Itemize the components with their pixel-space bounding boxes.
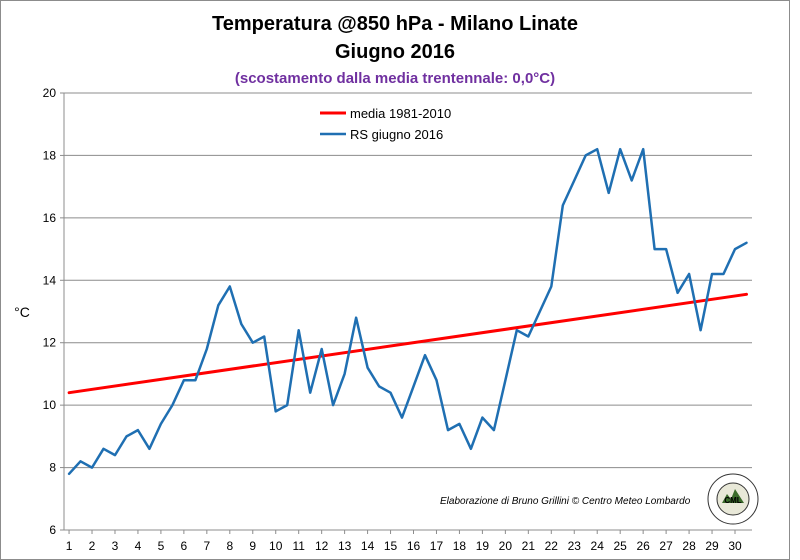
tick-label-x-14: 14 xyxy=(361,539,375,553)
tick-label-x-23: 23 xyxy=(568,539,582,553)
tick-label-x-18: 18 xyxy=(453,539,467,553)
tick-label-x-1: 1 xyxy=(66,539,73,553)
tick-label-y-20: 20 xyxy=(43,86,57,100)
tick-label-x-29: 29 xyxy=(705,539,719,553)
tick-label-y-12: 12 xyxy=(43,336,57,350)
legend-label-rs: RS giugno 2016 xyxy=(350,127,443,142)
chart-title: Temperatura @850 hPa - Milano Linate xyxy=(212,13,578,35)
tick-label-y-16: 16 xyxy=(43,211,57,225)
tick-label-x-3: 3 xyxy=(112,539,119,553)
tick-label-x-9: 9 xyxy=(249,539,256,553)
tick-label-y-10: 10 xyxy=(43,398,57,412)
tick-label-x-25: 25 xyxy=(614,539,628,553)
tick-label-y-6: 6 xyxy=(49,523,56,537)
tick-label-x-19: 19 xyxy=(476,539,490,553)
grid-layer xyxy=(64,92,752,531)
series-line-rs xyxy=(67,147,748,476)
anomaly-subtitle: (scostamento dalla media trentennale: 0,… xyxy=(234,70,556,87)
tick-label-x-17: 17 xyxy=(430,539,444,553)
tick-label-x-10: 10 xyxy=(269,539,283,553)
tick-label-x-5: 5 xyxy=(158,539,165,553)
tick-label-x-8: 8 xyxy=(226,539,233,553)
tick-label-x-15: 15 xyxy=(384,539,398,553)
legend-label-media: media 1981-2010 xyxy=(350,106,451,121)
tick-label-x-13: 13 xyxy=(338,539,352,553)
tick-label-x-20: 20 xyxy=(499,539,513,553)
tick-label-y-14: 14 xyxy=(43,273,57,287)
tick-label-x-16: 16 xyxy=(407,539,421,553)
series-line-media xyxy=(67,292,748,395)
tick-label-y-8: 8 xyxy=(49,461,56,475)
tick-label-x-6: 6 xyxy=(181,539,188,553)
tick-label-x-30: 30 xyxy=(728,539,742,553)
credit-text: Elaborazione di Bruno Grillini © Centro … xyxy=(440,496,691,507)
tick-label-x-26: 26 xyxy=(636,539,650,553)
series-layer xyxy=(67,147,748,476)
tick-label-x-24: 24 xyxy=(591,539,605,553)
tick-label-x-27: 27 xyxy=(659,539,673,553)
tick-label-x-11: 11 xyxy=(292,539,305,553)
tick-label-x-7: 7 xyxy=(203,539,210,553)
tick-label-x-28: 28 xyxy=(682,539,696,553)
tick-label-y-18: 18 xyxy=(43,148,57,162)
tick-label-x-12: 12 xyxy=(315,539,329,553)
y-axis-label: °C xyxy=(14,304,30,320)
tick-label-x-2: 2 xyxy=(89,539,96,553)
cml-logo-icon: CML xyxy=(707,473,759,525)
tick-label-x-21: 21 xyxy=(522,539,536,553)
tick-label-x-4: 4 xyxy=(135,539,142,553)
chart-subtitle-month: Giugno 2016 xyxy=(334,41,456,63)
tick-label-x-22: 22 xyxy=(545,539,559,553)
logo-text: CML xyxy=(724,496,741,505)
legend: media 1981-2010 RS giugno 2016 xyxy=(320,106,451,142)
